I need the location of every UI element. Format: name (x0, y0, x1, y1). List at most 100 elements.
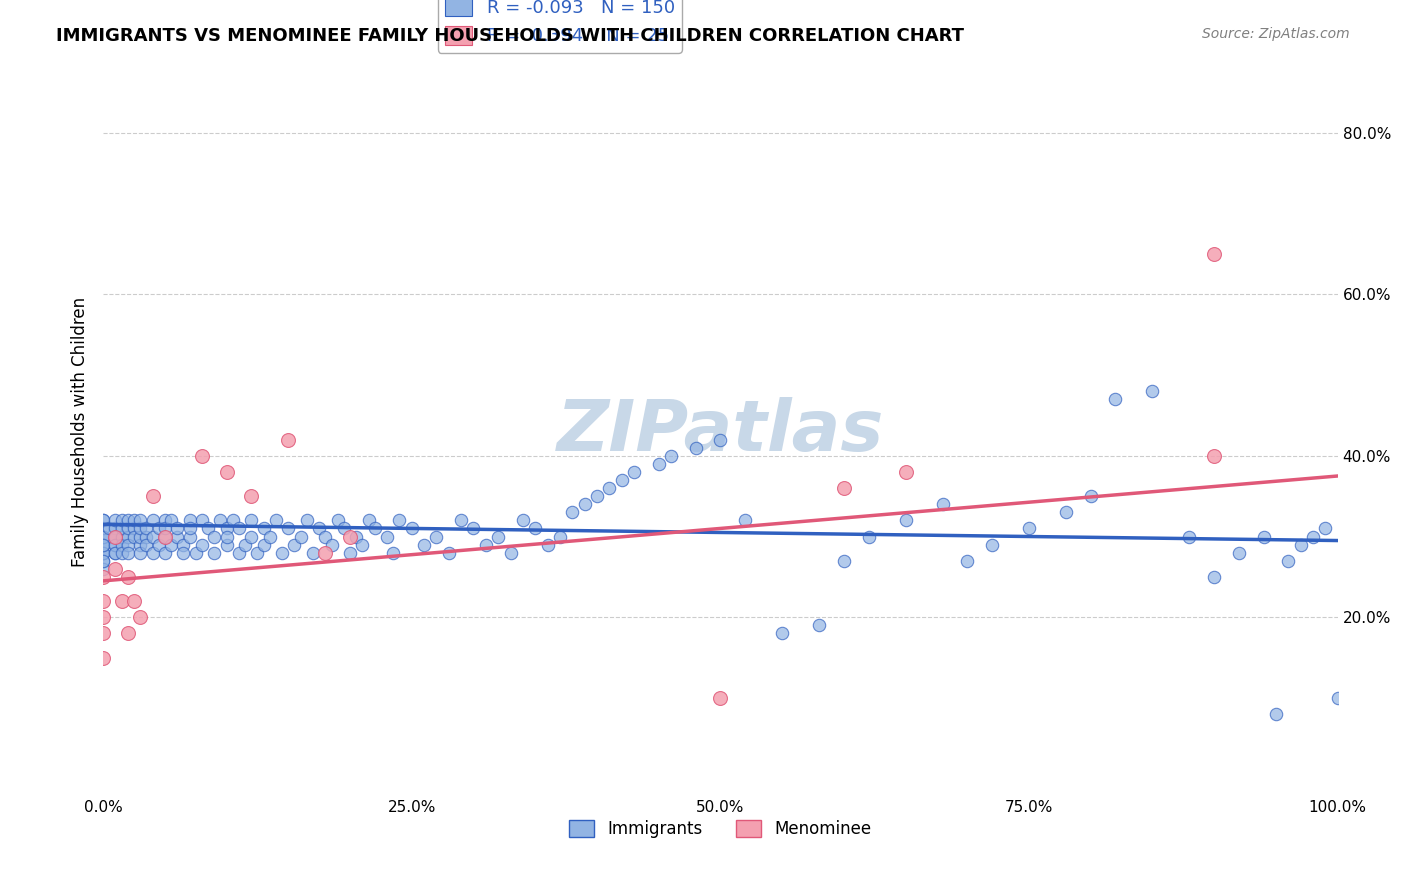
Point (179, 529, 201, 543)
Point (104, 529, 127, 543)
Point (129, 529, 152, 543)
Point (111, 546, 134, 560)
Point (91, 570, 114, 584)
Point (277, 521, 299, 535)
Point (295, 513, 318, 527)
Point (111, 538, 134, 552)
Point (104, 529, 127, 543)
Point (277, 433, 299, 447)
Point (1326, 690, 1348, 705)
Point (240, 513, 263, 527)
Point (1204, 247, 1226, 261)
Point (209, 513, 232, 527)
Point (475, 538, 498, 552)
Point (685, 441, 707, 455)
Point (160, 538, 183, 552)
Point (215, 538, 238, 552)
Point (117, 521, 139, 535)
Point (191, 538, 214, 552)
Point (1253, 529, 1275, 543)
Point (339, 546, 361, 560)
Point (104, 538, 127, 552)
Point (117, 529, 139, 543)
Point (264, 513, 287, 527)
Point (191, 449, 214, 463)
Point (117, 570, 139, 584)
Point (240, 489, 263, 503)
Point (1018, 521, 1040, 535)
Point (1204, 570, 1226, 584)
Point (179, 521, 201, 535)
Point (222, 513, 245, 527)
Point (832, 481, 855, 495)
Point (1289, 538, 1312, 552)
Point (574, 497, 596, 511)
Point (91, 610, 114, 624)
Point (388, 513, 411, 527)
Point (524, 521, 547, 535)
Point (956, 554, 979, 568)
Point (647, 457, 669, 471)
Point (623, 465, 645, 479)
Point (129, 538, 152, 552)
Point (91, 529, 114, 543)
Point (122, 529, 145, 543)
Point (91, 538, 114, 552)
Point (91, 562, 114, 576)
Point (153, 513, 176, 527)
Point (104, 529, 127, 543)
Point (252, 538, 274, 552)
Point (148, 521, 170, 535)
Point (357, 513, 380, 527)
Point (91, 546, 114, 560)
Point (1054, 505, 1077, 519)
Point (228, 521, 250, 535)
Point (561, 505, 583, 519)
Point (240, 529, 263, 543)
Point (375, 529, 398, 543)
Point (153, 529, 176, 543)
Point (283, 538, 305, 552)
Point (91, 546, 114, 560)
Point (129, 521, 152, 535)
Point (122, 521, 145, 535)
Point (333, 521, 356, 535)
Point (91, 626, 114, 640)
Point (141, 546, 163, 560)
Point (148, 538, 170, 552)
Point (659, 449, 682, 463)
Point (135, 521, 157, 535)
Point (228, 546, 250, 560)
Point (1264, 706, 1286, 721)
Point (166, 521, 188, 535)
Point (141, 529, 163, 543)
Point (215, 465, 238, 479)
Point (122, 594, 145, 608)
Point (117, 626, 139, 640)
Point (290, 529, 312, 543)
Point (1142, 384, 1164, 399)
Point (931, 497, 953, 511)
Point (91, 538, 114, 552)
Point (233, 538, 256, 552)
Point (437, 546, 460, 560)
Point (129, 610, 152, 624)
Point (352, 538, 374, 552)
Point (98, 521, 121, 535)
Point (104, 538, 127, 552)
Point (91, 521, 114, 535)
Point (1302, 529, 1324, 543)
Point (160, 513, 183, 527)
Point (117, 546, 139, 560)
Point (111, 521, 134, 535)
Point (153, 529, 176, 543)
Text: IMMIGRANTS VS MENOMINEE FAMILY HOUSEHOLDS WITH CHILDREN CORRELATION CHART: IMMIGRANTS VS MENOMINEE FAMILY HOUSEHOLD… (56, 27, 965, 45)
Text: ZIPatlas: ZIPatlas (557, 397, 884, 467)
Point (463, 521, 485, 535)
Point (141, 513, 163, 527)
Point (401, 521, 423, 535)
Point (215, 521, 238, 535)
Point (413, 538, 436, 552)
Point (111, 594, 134, 608)
Point (259, 529, 281, 543)
